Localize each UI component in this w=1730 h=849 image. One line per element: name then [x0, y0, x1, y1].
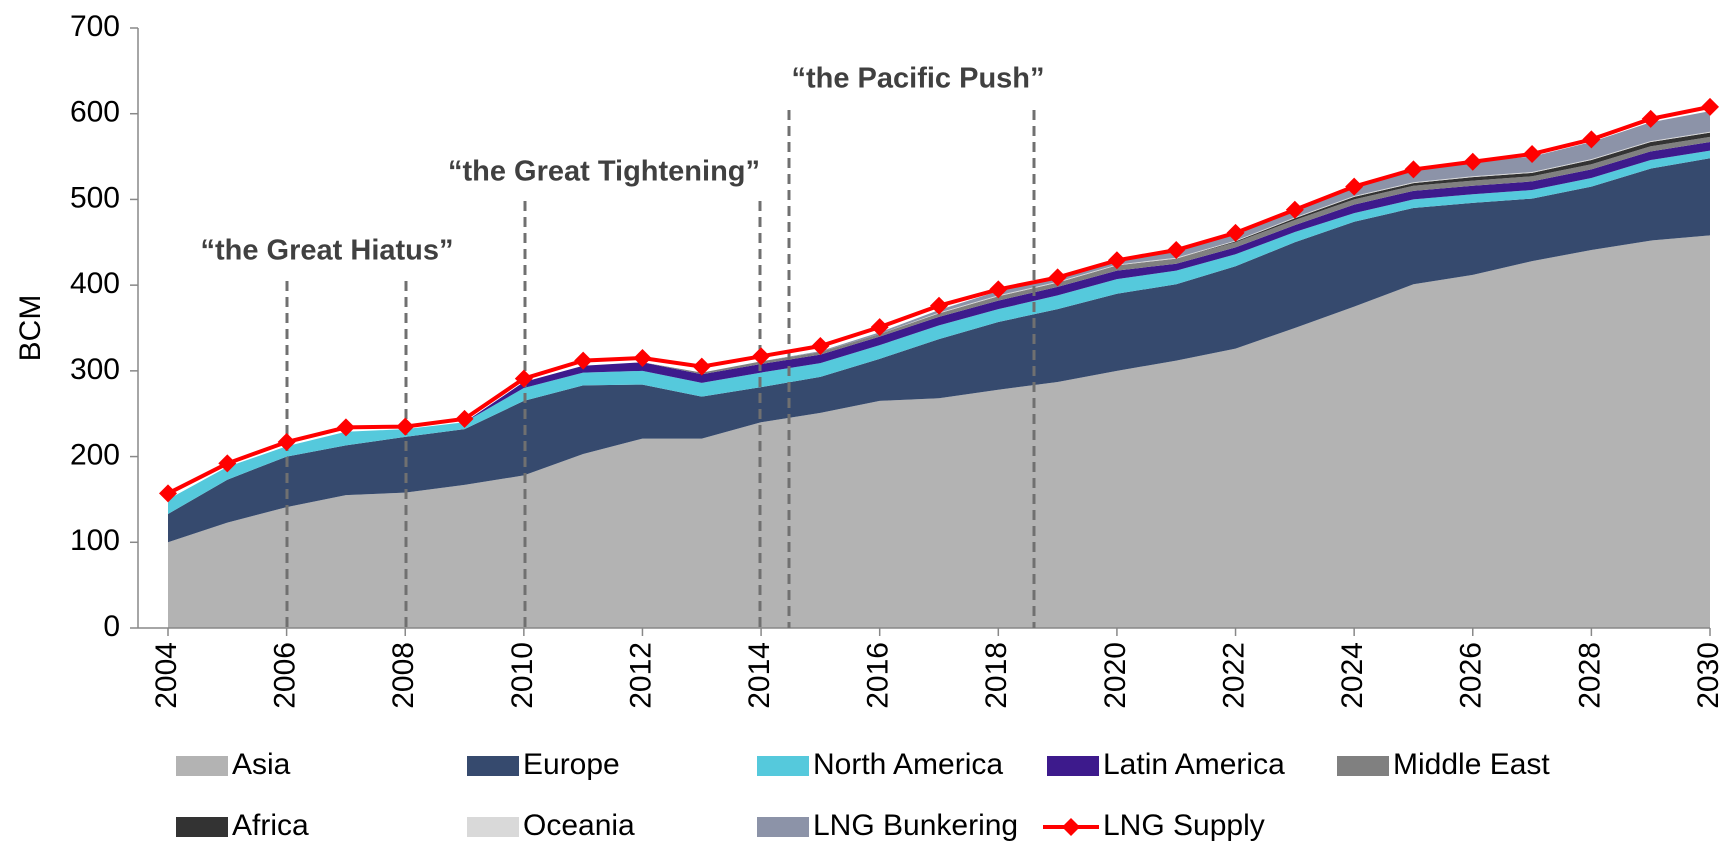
marker — [1167, 241, 1186, 259]
marker — [1048, 268, 1067, 287]
legend-swatch — [467, 817, 519, 837]
y-tick-label: 100 — [70, 524, 120, 557]
marker — [1523, 145, 1542, 163]
x-tick-label: 2008 — [387, 642, 420, 709]
legend-label: Oceania — [523, 809, 635, 842]
area — [168, 132, 1710, 500]
marker — [811, 337, 830, 355]
marker — [989, 280, 1008, 299]
legend-swatch — [1047, 756, 1099, 776]
area — [168, 136, 1710, 500]
marker — [1701, 97, 1719, 116]
marker — [396, 417, 415, 436]
area — [168, 158, 1710, 543]
legend-swatch — [757, 756, 809, 776]
legend-label: Africa — [232, 809, 309, 842]
legend-label: LNG Supply — [1103, 809, 1265, 842]
legend-label: LNG Bunkering — [813, 809, 1018, 842]
x-tick-label: 2010 — [506, 642, 539, 709]
marker — [692, 357, 711, 376]
x-tick-label: 2014 — [743, 642, 776, 709]
y-tick-label: 400 — [70, 267, 120, 300]
y-tick-label: 200 — [70, 438, 120, 471]
marker — [1226, 223, 1245, 242]
area — [168, 235, 1710, 628]
marker — [218, 454, 237, 473]
x-tick-label: 2022 — [1217, 642, 1250, 709]
y-tick-label: 300 — [70, 353, 120, 386]
legend-label: North America — [813, 748, 1003, 781]
marker — [1463, 152, 1482, 171]
area — [168, 142, 1710, 500]
marker — [159, 484, 177, 503]
marker — [870, 318, 889, 337]
marker — [514, 369, 533, 388]
legend-swatch — [757, 817, 809, 837]
x-tick-label: 2028 — [1573, 642, 1606, 709]
legend-swatch — [1062, 818, 1080, 836]
marker — [1285, 200, 1304, 219]
legend-swatch — [1337, 756, 1389, 776]
x-tick-label: 2026 — [1455, 642, 1488, 709]
legend-swatch — [176, 756, 228, 776]
legend-label: Asia — [232, 748, 291, 781]
annotation: “the Great Tightening” — [448, 156, 760, 188]
y-tick-label: 600 — [70, 96, 120, 129]
marker — [633, 349, 652, 367]
annotation: “the Great Hiatus” — [201, 235, 454, 267]
y-tick-label: 700 — [70, 10, 120, 43]
y-axis-label: BCM — [14, 295, 47, 362]
annotation: “the Pacific Push” — [791, 63, 1044, 95]
y-tick-label: 0 — [103, 610, 120, 643]
marker — [752, 347, 771, 366]
marker — [1345, 177, 1364, 196]
legend-label: Middle East — [1393, 748, 1550, 781]
x-tick-label: 2024 — [1336, 642, 1369, 709]
y-tick-label: 500 — [70, 181, 120, 214]
marker — [1641, 109, 1660, 128]
marker — [1582, 130, 1601, 149]
legend-label: Latin America — [1103, 748, 1285, 781]
x-tick-label: 2020 — [1099, 642, 1132, 709]
marker — [574, 351, 593, 370]
marker — [1107, 251, 1126, 270]
marker — [455, 409, 474, 428]
legend-swatch — [467, 756, 519, 776]
x-tick-label: 2016 — [862, 642, 895, 709]
legend-swatch — [176, 817, 228, 837]
marker — [1404, 160, 1423, 179]
x-tick-label: 2004 — [150, 642, 183, 709]
marker — [336, 418, 355, 437]
x-tick-label: 2018 — [980, 642, 1013, 709]
x-tick-label: 2030 — [1692, 642, 1725, 709]
marker — [930, 296, 948, 315]
legend-label: Europe — [523, 748, 620, 781]
x-tick-label: 2012 — [624, 642, 657, 709]
x-tick-label: 2006 — [269, 642, 302, 709]
area — [168, 150, 1710, 515]
marker — [277, 433, 296, 451]
